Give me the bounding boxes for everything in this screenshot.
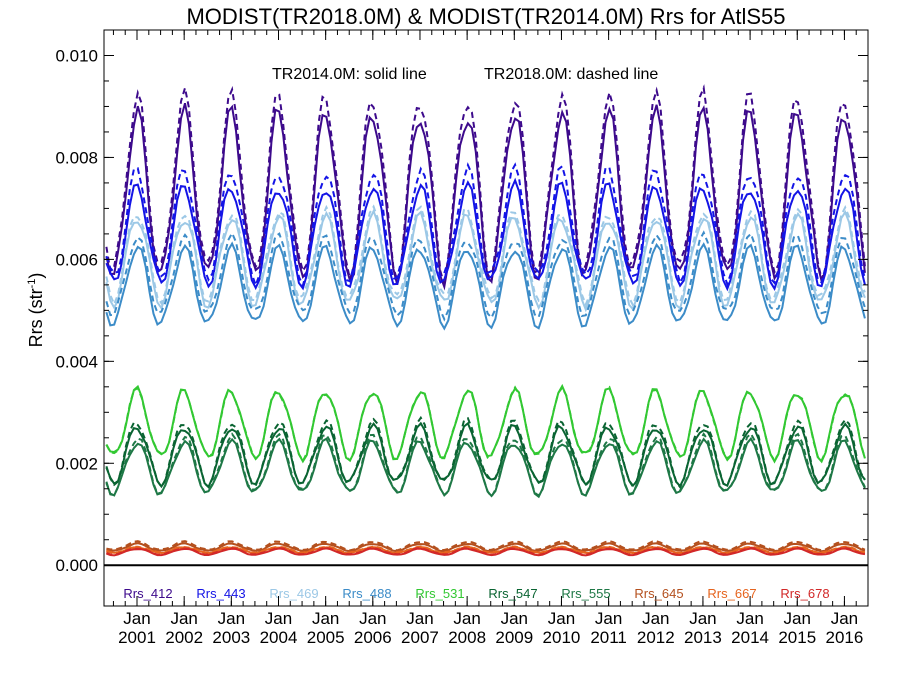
y-axis-label-close: ) — [26, 273, 46, 279]
x-tick-label-year: 2006 — [354, 628, 392, 647]
axes: 0.0000.0020.0040.0060.0080.010Jan2001Jan… — [55, 30, 869, 647]
y-tick-label: 0.000 — [55, 556, 98, 575]
x-tick-label-month: Jan — [359, 609, 386, 628]
legend-item-rrs-488: Rrs_488 — [342, 586, 391, 601]
legend-item-rrs-678: Rrs_678 — [780, 586, 829, 601]
legend: Rrs_412 Rrs_443 Rrs_469 Rrs_488 Rrs_531 Rrs_5… — [123, 586, 829, 601]
y-tick-label: 0.002 — [55, 454, 98, 473]
plot-area — [103, 29, 869, 607]
series-line-rrs-412-dashed — [105, 84, 866, 285]
x-tick-label-month: Jan — [689, 609, 716, 628]
legend-item-rrs-667: Rrs_667 — [707, 586, 756, 601]
x-tick-label-year: 2013 — [684, 628, 722, 647]
series-line-rrs-678-dashed — [106, 546, 866, 556]
series-line-rrs-488-solid — [105, 241, 866, 331]
x-tick-label-year: 2010 — [543, 628, 581, 647]
y-axis-label-sup: -1 — [26, 279, 38, 289]
x-tick-label-month: Jan — [265, 609, 292, 628]
x-tick-label-month: Jan — [453, 609, 480, 628]
x-tick-label-month: Jan — [642, 609, 669, 628]
y-axis-label: Rrs (str-1) — [26, 273, 46, 348]
legend-item-rrs-469: Rrs_469 — [269, 586, 318, 601]
x-tick-label-month: Jan — [218, 609, 245, 628]
series-line-rrs-443-dashed — [105, 162, 866, 289]
series-line-rrs-547-dashed — [105, 415, 866, 490]
annotation-dashed: TR2018.0M: dashed line — [484, 66, 658, 83]
series-line-rrs-555-solid — [105, 436, 866, 499]
x-tick-label-month: Jan — [784, 609, 811, 628]
x-tick-label-month: Jan — [736, 609, 763, 628]
x-tick-label-year: 2003 — [212, 628, 250, 647]
series-line-rrs-645-dashed — [106, 540, 866, 552]
x-tick-label-year: 2005 — [307, 628, 345, 647]
plot-frame — [103, 29, 869, 607]
x-tick-label-year: 2009 — [495, 628, 533, 647]
legend-item-rrs-531: Rrs_531 — [415, 586, 464, 601]
x-tick-label-year: 2016 — [826, 628, 864, 647]
legend-item-rrs-412: Rrs_412 — [123, 586, 172, 601]
series-line-rrs-488-dashed — [105, 230, 866, 322]
y-tick-label: 0.006 — [55, 250, 98, 269]
x-tick-label-year: 2011 — [590, 628, 627, 647]
series-line-rrs-443-solid — [105, 177, 866, 292]
legend-item-rrs-547: Rrs_547 — [488, 586, 537, 601]
x-tick-label-year: 2001 — [118, 628, 156, 647]
x-tick-label-year: 2015 — [778, 628, 816, 647]
series-line-rrs-469-solid — [105, 208, 866, 313]
x-tick-label-month: Jan — [406, 609, 433, 628]
y-axis-label-main: Rrs (str — [26, 288, 46, 347]
y-tick-label: 0.010 — [55, 46, 98, 65]
x-tick-label-month: Jan — [548, 609, 575, 628]
x-tick-label-year: 2008 — [448, 628, 486, 647]
x-tick-label-month: Jan — [170, 609, 197, 628]
x-tick-label-year: 2002 — [165, 628, 203, 647]
x-tick-label-month: Jan — [312, 609, 339, 628]
x-tick-label-year: 2012 — [637, 628, 675, 647]
x-tick-label-year: 2007 — [401, 628, 439, 647]
series-line-rrs-469-dashed — [105, 204, 866, 308]
annotation-solid: TR2014.0M: solid line — [272, 66, 427, 83]
x-tick-label-month: Jan — [595, 609, 622, 628]
legend-item-rrs-645: Rrs_645 — [634, 586, 683, 601]
x-tick-label-month: Jan — [501, 609, 528, 628]
legend-item-rrs-443: Rrs_443 — [196, 586, 245, 601]
chart-title: MODIST(TR2018.0M) & MODIST(TR2014.0M) Rr… — [186, 4, 785, 29]
x-tick-label-year: 2004 — [260, 628, 298, 647]
series-group — [105, 84, 866, 557]
series-line-rrs-645-solid — [106, 542, 866, 553]
x-tick-label-month: Jan — [831, 609, 858, 628]
series-line-rrs-555-dashed — [105, 432, 866, 499]
y-tick-label: 0.008 — [55, 148, 98, 167]
x-tick-label-year: 2014 — [731, 628, 769, 647]
series-line-rrs-531-dashed — [105, 385, 866, 463]
legend-item-rrs-555: Rrs_555 — [561, 586, 610, 601]
y-tick-label: 0.004 — [55, 352, 98, 371]
x-tick-label-month: Jan — [123, 609, 150, 628]
